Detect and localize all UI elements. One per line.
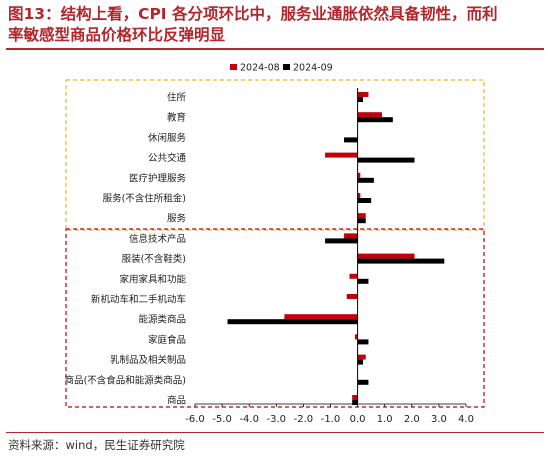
bar-2024-09 — [357, 278, 369, 284]
bar-2024-09 — [357, 258, 445, 264]
legend-label-2024-08: 2024-08 — [240, 63, 280, 74]
bar-2024-08 — [346, 294, 358, 299]
bar-2024-09 — [357, 339, 369, 345]
category-label: 信息技术产品 — [129, 233, 186, 245]
footer-divider — [6, 432, 544, 433]
bar-2024-08 — [344, 233, 358, 239]
figure-title: 图13：结构上看，CPI 各分项环比中，服务业通胀依然具备韧性，而利 率敏感型商… — [8, 4, 544, 46]
category-label: 服务 — [167, 213, 187, 225]
x-tick-label: -2.0 — [294, 414, 314, 425]
title-divider — [6, 48, 544, 50]
x-tick-label: 1.0 — [377, 414, 393, 425]
category-label: 服务(不含住所租金) — [103, 193, 186, 205]
legend-label-2024-09: 2024-09 — [293, 63, 333, 74]
category-label: 能源类商品 — [138, 314, 186, 326]
bar-2024-08 — [357, 253, 415, 259]
category-label: 家庭食品 — [148, 334, 186, 346]
category-label: 商品(不含食品和能源类商品) — [65, 374, 186, 386]
bar-2024-09 — [357, 218, 366, 224]
x-tick-label: -5.0 — [212, 414, 232, 425]
category-label: 住所 — [167, 92, 187, 104]
bar-2024-09 — [357, 198, 372, 203]
x-tick-label: 0.0 — [350, 414, 366, 425]
x-tick-label: -4.0 — [239, 414, 259, 425]
bar-2024-09 — [344, 137, 358, 143]
category-label: 商品 — [167, 395, 186, 407]
x-tick-label: -6.0 — [185, 414, 205, 425]
services-group-box — [65, 79, 485, 231]
bar-2024-08 — [357, 172, 361, 178]
bar-2024-08 — [357, 92, 369, 97]
bar-2024-09 — [352, 400, 358, 405]
bar-2024-08 — [357, 213, 366, 219]
x-tick-label: -3.0 — [267, 414, 287, 425]
bar-2024-08 — [284, 314, 358, 320]
x-tick-label: 3.0 — [431, 414, 447, 425]
bar-2024-08 — [354, 334, 358, 340]
legend-swatch-2024-08 — [230, 64, 237, 70]
bar-2024-09 — [357, 379, 369, 385]
title-line-2: 率敏感型商品价格环比反弹明显 — [8, 26, 226, 44]
category-label: 公共交通 — [148, 152, 187, 164]
title-line-1: 图13：结构上看，CPI 各分项环比中，服务业通胀依然具备韧性，而利 — [8, 5, 498, 23]
category-label: 休闲服务 — [148, 132, 187, 144]
bar-2024-09 — [357, 177, 374, 183]
source-note: 资料来源：wind，民生证券研究院 — [8, 437, 185, 453]
category-label: 家用家具和功能 — [119, 273, 186, 285]
x-tick-label: -1.0 — [321, 414, 341, 425]
category-label: 新机动车和二手机动车 — [91, 294, 186, 306]
category-label: 服装(不含鞋类) — [122, 253, 186, 265]
category-label: 教育 — [167, 112, 186, 124]
bar-2024-08 — [357, 193, 361, 198]
legend-swatch-2024-09 — [283, 64, 290, 70]
bar-2024-09 — [357, 359, 364, 365]
bar-2024-09 — [227, 319, 358, 325]
source-label: 资料来源： — [8, 438, 66, 452]
source-text: wind，民生证券研究院 — [65, 438, 185, 452]
x-tick-label: 4.0 — [458, 414, 474, 425]
category-label: 医疗护理服务 — [129, 172, 187, 184]
bar-2024-08 — [325, 152, 358, 158]
bar-2024-09 — [357, 157, 415, 163]
goods-group-box — [65, 228, 485, 408]
bar-2024-08 — [349, 273, 358, 279]
bar-2024-09 — [325, 238, 358, 244]
bar-2024-09 — [357, 97, 364, 102]
bar-2024-08 — [357, 112, 382, 118]
category-label: 乳制品及相关制品 — [110, 354, 186, 366]
bar-2024-08 — [357, 354, 366, 360]
bar-2024-08 — [352, 395, 358, 400]
x-tick-label: 2.0 — [404, 414, 420, 425]
bar-2024-09 — [357, 117, 393, 123]
